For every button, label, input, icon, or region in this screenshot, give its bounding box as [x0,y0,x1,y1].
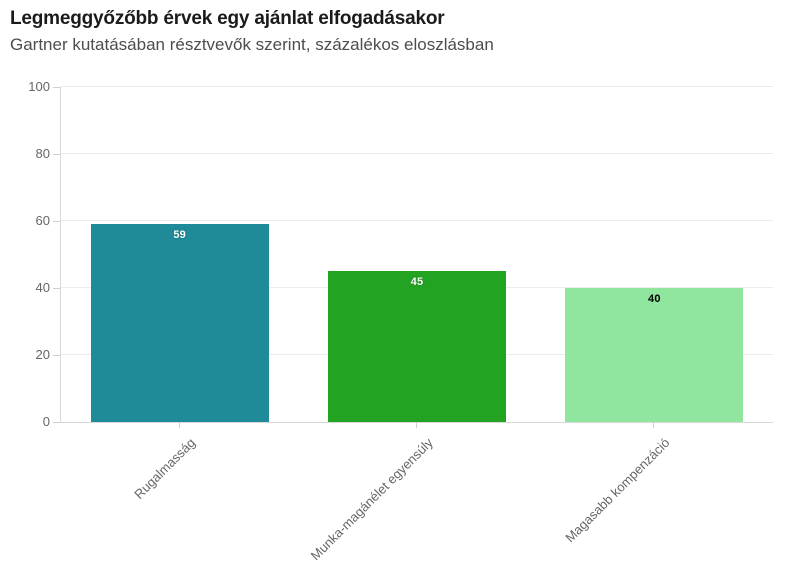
y-axis-label: 80 [35,146,50,161]
chart-subtitle: Gartner kutatásában résztvevők szerint, … [10,35,494,54]
y-axis-label: 60 [35,213,50,228]
bar-2[interactable]: 45 [328,271,506,422]
y-axis-tick [53,87,60,88]
chart-title: Legmeggyőzőbb érvek egy ajánlat elfogadá… [10,8,445,29]
y-axis-tick [53,154,60,155]
y-axis-label: 40 [35,280,50,295]
gridline [61,153,773,154]
y-axis-tick [53,221,60,222]
bar-value-label: 40 [648,293,661,305]
y-axis-tick [53,355,60,356]
gridline [61,86,773,87]
x-axis-tick [653,422,655,428]
plot-area: 59 45 40 [60,86,773,423]
x-axis-tick [178,422,180,428]
y-axis-label: 0 [42,414,50,429]
bar-value-label: 45 [410,276,424,289]
bar-value-label: 59 [173,229,186,242]
x-axis-tick [416,422,417,428]
y-axis-label: 100 [28,79,50,94]
x-axis-label: Munka-magánélet egyensúly [307,435,436,564]
y-axis-tick [53,422,60,423]
x-axis-label: Rugalmasság [131,435,199,502]
x-axis-label: Magasabb kompenzáció [562,435,673,546]
bar-1[interactable]: 59 [90,224,269,422]
bar-3[interactable]: 40 [565,288,744,422]
gridline [61,220,773,221]
y-axis-tick [53,288,60,289]
y-axis-label: 20 [35,347,50,362]
